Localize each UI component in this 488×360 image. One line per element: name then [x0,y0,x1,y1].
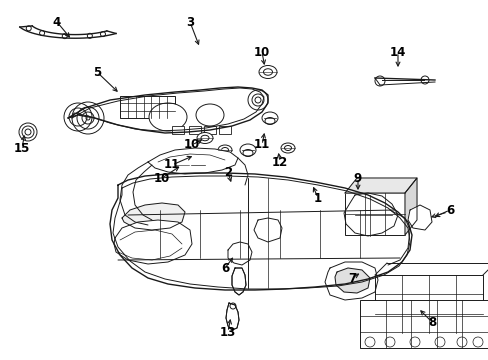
Text: 10: 10 [253,45,269,58]
Polygon shape [227,242,251,265]
Text: 13: 13 [220,325,236,338]
Ellipse shape [175,160,189,170]
Ellipse shape [218,145,231,155]
Polygon shape [334,268,369,293]
Text: 15: 15 [14,141,30,154]
Polygon shape [345,178,416,193]
Polygon shape [325,262,377,300]
Polygon shape [122,203,184,230]
Circle shape [384,337,394,347]
Text: 11: 11 [163,158,180,171]
Text: 2: 2 [224,166,232,179]
Text: 14: 14 [389,45,406,58]
Circle shape [434,337,444,347]
Text: 4: 4 [53,15,61,28]
Polygon shape [404,178,416,235]
Bar [172,126,183,134]
Polygon shape [343,193,397,236]
Ellipse shape [240,144,256,156]
Polygon shape [110,173,411,290]
Bar [219,126,230,134]
Text: 1: 1 [313,192,322,204]
Text: 9: 9 [353,171,362,184]
Text: 12: 12 [271,156,287,168]
Bar [189,126,201,134]
Bar [374,275,482,333]
Bar [345,193,404,235]
Circle shape [364,337,374,347]
Circle shape [472,337,482,347]
Polygon shape [114,220,192,264]
Polygon shape [253,218,282,242]
Polygon shape [68,87,267,133]
Ellipse shape [281,143,294,153]
Ellipse shape [196,104,224,126]
Text: 10: 10 [183,139,200,152]
Text: 7: 7 [347,271,355,284]
Text: 3: 3 [185,15,194,28]
Polygon shape [148,148,238,174]
Ellipse shape [259,66,276,78]
Text: 6: 6 [221,261,229,274]
Circle shape [409,337,419,347]
Polygon shape [407,205,431,230]
Ellipse shape [149,103,186,131]
Text: 6: 6 [445,203,453,216]
Bar [203,126,216,134]
Text: 5: 5 [93,66,101,78]
Text: 11: 11 [253,139,269,152]
Circle shape [420,76,428,84]
Text: 10: 10 [154,171,170,184]
Circle shape [374,76,384,86]
Circle shape [456,337,466,347]
Bar [359,300,487,348]
Text: 8: 8 [427,315,435,328]
Polygon shape [225,303,239,330]
Ellipse shape [262,112,278,124]
Ellipse shape [197,132,213,144]
Polygon shape [231,268,245,295]
Bar [120,96,175,118]
